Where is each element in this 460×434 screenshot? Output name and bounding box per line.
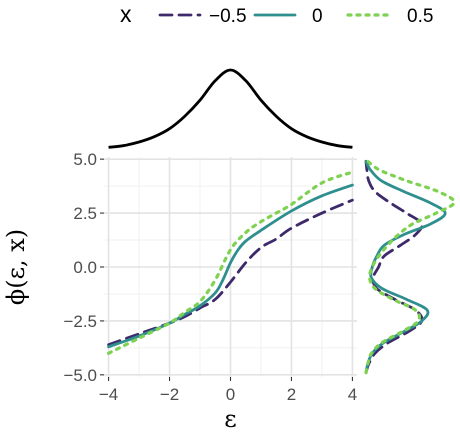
legend: x −0.5 0 0.5 bbox=[120, 1, 433, 27]
right-marginal-series bbox=[364, 159, 456, 375]
x-axis-ticks: −4 −2 0 2 4 bbox=[99, 377, 357, 404]
x-tick-label: −2 bbox=[160, 385, 179, 404]
top-marginal-series bbox=[108, 68, 353, 149]
legend-label-1: 0 bbox=[312, 6, 323, 27]
x-tick-label: 4 bbox=[348, 385, 357, 404]
legend-entries: −0.5 0 0.5 bbox=[158, 6, 433, 27]
x-axis-title: ε bbox=[224, 405, 236, 433]
top-marginal-line-0 bbox=[108, 68, 353, 149]
y-tick-label: −2.5 bbox=[63, 312, 97, 331]
legend-label-0: −0.5 bbox=[209, 6, 247, 27]
y-tick-label: −5.0 bbox=[63, 366, 97, 385]
right-marginal-line-1 bbox=[364, 159, 447, 375]
x-tick-label: 0 bbox=[226, 385, 235, 404]
legend-label-2: 0.5 bbox=[407, 6, 433, 27]
main-plot-panel bbox=[104, 157, 357, 377]
y-tick-label: 0.0 bbox=[73, 258, 97, 277]
x-tick-label: 2 bbox=[287, 385, 296, 404]
y-axis-title: ϕ(ε, x) bbox=[2, 229, 30, 305]
main-series-line-1 bbox=[107, 183, 354, 349]
legend-title: x bbox=[120, 1, 132, 27]
main-series-line-2 bbox=[106, 170, 355, 355]
x-tick-label: −4 bbox=[99, 385, 118, 404]
y-tick-label: 2.5 bbox=[73, 204, 97, 223]
y-axis-ticks: −5.0 −2.5 0.0 2.5 5.0 bbox=[63, 150, 104, 385]
main-series-group bbox=[106, 170, 355, 355]
y-tick-label: 5.0 bbox=[73, 150, 97, 169]
right-marginal-line-0 bbox=[364, 159, 424, 375]
right-marginal-line-2 bbox=[364, 159, 456, 375]
grid-major bbox=[104, 157, 357, 377]
